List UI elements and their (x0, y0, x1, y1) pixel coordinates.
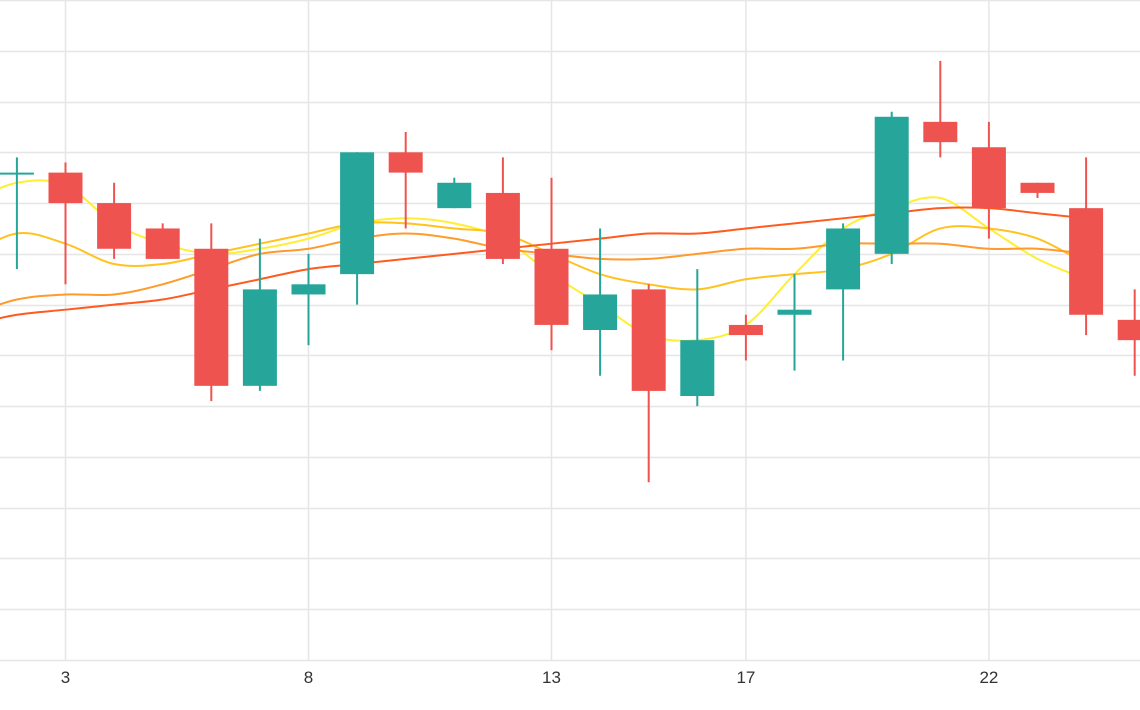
candle-body (826, 228, 861, 290)
x-tick-label: 3 (61, 668, 70, 687)
candle-body (0, 172, 34, 175)
candle (242, 238, 277, 391)
candle-body (291, 284, 326, 295)
candle-body (1020, 182, 1055, 193)
candle-body (923, 121, 958, 143)
candle (728, 314, 763, 361)
candle-body (97, 203, 132, 249)
candle-body (145, 228, 180, 259)
candle-body (631, 289, 666, 391)
candle-body (971, 147, 1006, 209)
candle-body (485, 192, 520, 259)
candle-body (1117, 319, 1140, 341)
candle-body (242, 289, 277, 386)
candle-body (728, 324, 763, 336)
candle (874, 111, 909, 264)
candle (1117, 289, 1140, 376)
x-axis-ticks: 3813172227 (61, 668, 999, 687)
candle (48, 162, 83, 285)
x-tick-label: 8 (304, 668, 313, 687)
candle (97, 182, 132, 259)
candle (291, 253, 326, 346)
candle (680, 269, 715, 407)
candle-body (777, 309, 812, 315)
candle-body (48, 172, 83, 204)
candle (583, 228, 618, 376)
candle-body (437, 182, 472, 209)
candle (194, 223, 229, 402)
candle-body (1069, 208, 1104, 315)
candles (0, 60, 1140, 483)
candle-body (340, 152, 375, 275)
candle (485, 157, 520, 264)
candle (631, 284, 666, 483)
candle-body (534, 248, 569, 325)
candle-body (388, 152, 423, 173)
chart-grid (0, 0, 1140, 662)
candle (0, 157, 34, 270)
candle (1020, 182, 1055, 198)
candle-body (194, 248, 229, 386)
candle (826, 223, 861, 361)
candle (923, 60, 958, 158)
candle (971, 121, 1006, 239)
x-tick-label: 22 (979, 668, 998, 687)
candle (1069, 157, 1104, 336)
x-tick-label: 13 (542, 668, 561, 687)
candle-body (874, 116, 909, 254)
candle (145, 223, 180, 259)
candle (388, 132, 423, 229)
x-tick-label: 17 (736, 668, 755, 687)
candle-body (583, 294, 618, 330)
candle (340, 152, 375, 305)
candle (437, 177, 472, 209)
candle (777, 274, 812, 371)
candle (534, 177, 569, 351)
candle-body (680, 340, 715, 396)
